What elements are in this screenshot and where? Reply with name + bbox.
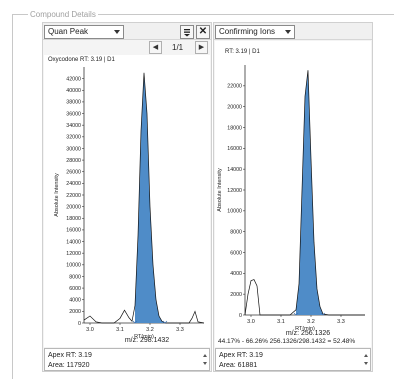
chevron-down-icon — [114, 30, 120, 34]
filter-button[interactable] — [180, 25, 194, 39]
y-tick-label: 40000 — [66, 88, 81, 94]
next-page-button[interactable]: ▶ — [195, 41, 208, 54]
y-tick-label: 16000 — [66, 228, 81, 234]
x-tick-label: 3.0 — [247, 319, 255, 325]
y-tick-label: 10000 — [66, 263, 81, 269]
page-indicator: 1/1 — [172, 43, 184, 52]
peak-boundary-marker — [320, 312, 326, 316]
x-tick-label: 3.2 — [307, 319, 315, 325]
triangle-right-icon: ▶ — [198, 44, 205, 51]
y-tick-label: 26000 — [66, 170, 81, 176]
filter-icon — [184, 29, 190, 37]
area-value: Area: 117920 — [48, 362, 90, 369]
close-button[interactable]: ✕ — [196, 25, 210, 39]
group-title: Compound Details — [28, 10, 98, 19]
ion-type-dropdown[interactable]: Confirming Ions — [215, 25, 295, 39]
y-tick-label: 14000 — [66, 239, 81, 245]
y-tick-label: 20000 — [66, 204, 81, 210]
y-axis-label: Absolute Intensity — [217, 168, 223, 212]
peak-type-dropdown[interactable]: Quan Peak — [44, 25, 124, 39]
y-tick-label: 22000 — [227, 84, 242, 90]
group-border-left — [12, 14, 13, 379]
y-tick-label: 2000 — [230, 292, 242, 298]
quan-peak-panel: Quan Peak ✕ ◀ 1/1 ▶ Oxycodone RT: 3.19 |… — [42, 22, 212, 372]
group-border-top — [12, 14, 394, 15]
area-value: Area: 61881 — [219, 362, 258, 369]
mz-label: m/z: 256.1326 — [285, 330, 331, 337]
y-tick-label: 12000 — [227, 188, 242, 194]
x-tick-label: 3.1 — [277, 319, 285, 325]
close-icon: ✕ — [198, 26, 208, 37]
y-tick-label: 2000 — [69, 309, 81, 315]
x-tick-label: 3.0 — [86, 327, 94, 333]
triangle-left-icon: ◀ — [152, 44, 159, 51]
chart-title: Oxycodone RT: 3.19 | D1 — [48, 57, 115, 63]
y-tick-label: 6000 — [69, 286, 81, 292]
y-tick-label: 22000 — [66, 193, 81, 199]
y-tick-label: 24000 — [66, 181, 81, 187]
quan-peak-chart: Oxycodone RT: 3.19 | D1 0 2000 4000 6000 800… — [44, 55, 210, 347]
peak-boundary-marker — [162, 320, 168, 324]
scroll-down-icon[interactable] — [364, 362, 368, 365]
y-tick-label: 34000 — [66, 123, 81, 129]
y-tick-label: 0 — [78, 321, 81, 327]
y-tick-label: 8000 — [69, 274, 81, 280]
y-tick-label: 20000 — [227, 104, 242, 110]
x-tick-label: 3.3 — [176, 327, 184, 333]
peak-boundary-marker — [293, 312, 299, 316]
y-tick-label: 18000 — [227, 125, 242, 131]
y-tick-label: 32000 — [66, 135, 81, 141]
ion-info-box: Apex RT: 3.19 Area: 61881 — [215, 348, 371, 371]
mz-label: m/z: 298.1432 — [124, 337, 170, 344]
y-tick-label: 18000 — [66, 216, 81, 222]
x-tick-label: 3.3 — [337, 319, 345, 325]
y-tick-label: 6000 — [230, 250, 242, 256]
previous-page-button[interactable]: ◀ — [149, 41, 162, 54]
apex-rt-value: Apex RT: 3.19 — [219, 352, 263, 359]
confirming-ion-plot: 0 2000 4000 6000 8000 10000 12000 14000 16000 180… — [217, 65, 365, 332]
right-toolbar: Confirming Ions — [214, 23, 372, 40]
y-tick-label: 0 — [239, 313, 242, 319]
quan-peak-plot: 0 2000 4000 6000 8000 10000 12000 14000 16000 180… — [54, 67, 205, 340]
chevron-down-icon — [285, 30, 291, 34]
peak-area-fill — [135, 72, 165, 324]
confirming-ions-panel: Confirming Ions RT: 3.19 | D1 0 2000 4000 6… — [213, 22, 373, 372]
window-header — [0, 0, 394, 22]
scroll-up-icon[interactable] — [364, 354, 368, 357]
chart-title: RT: 3.19 | D1 — [225, 49, 260, 55]
y-tick-label: 16000 — [227, 146, 242, 152]
y-axis-label: Absolute Intensity — [54, 173, 60, 217]
confirming-ion-chart: RT: 3.19 | D1 0 2000 4000 6000 8000 10000 1200… — [215, 41, 371, 347]
y-tick-label: 30000 — [66, 146, 81, 152]
scroll-down-icon[interactable] — [203, 362, 207, 365]
y-tick-label: 4000 — [69, 298, 81, 304]
scroll-up-icon[interactable] — [203, 354, 207, 357]
peak-type-dropdown-value: Quan Peak — [48, 27, 89, 36]
x-axis-label: RT(min) — [134, 334, 154, 340]
y-tick-label: 12000 — [66, 251, 81, 257]
peak-info-box: Apex RT: 3.19 Area: 117920 — [44, 348, 210, 371]
page-navigation: ◀ 1/1 ▶ — [43, 40, 211, 55]
peak-area-fill — [296, 70, 323, 315]
x-tick-label: 3.1 — [116, 327, 124, 333]
y-tick-label: 4000 — [230, 271, 242, 277]
ion-ratio-text: 44.17% - 66.26% 256.1326/298.1432 = 52.4… — [218, 338, 356, 345]
y-tick-label: 28000 — [66, 158, 81, 164]
x-tick-label: 3.2 — [146, 327, 154, 333]
y-tick-label: 36000 — [66, 111, 81, 117]
left-toolbar: Quan Peak ✕ — [43, 23, 211, 40]
chromatogram-trace — [83, 72, 205, 324]
chromatogram-trace — [244, 70, 365, 316]
y-tick-label: 38000 — [66, 100, 81, 106]
ion-type-dropdown-value: Confirming Ions — [219, 27, 276, 36]
y-tick-label: 10000 — [227, 209, 242, 215]
apex-rt-value: Apex RT: 3.19 — [48, 352, 92, 359]
y-tick-label: 42000 — [66, 76, 81, 82]
x-axis-label: RT(min) — [295, 326, 315, 332]
y-tick-label: 14000 — [227, 167, 242, 173]
y-tick-label: 8000 — [230, 229, 242, 235]
peak-boundary-marker — [132, 320, 138, 324]
